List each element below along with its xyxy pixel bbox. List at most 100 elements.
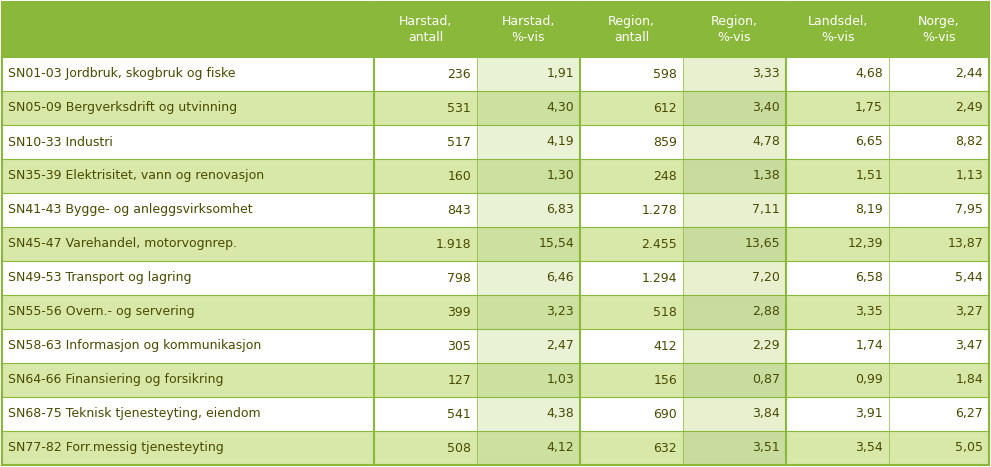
Bar: [683, 193, 786, 227]
Text: 612: 612: [653, 101, 677, 114]
Text: 13,65: 13,65: [744, 238, 780, 250]
Bar: [683, 397, 786, 431]
Text: 6,83: 6,83: [546, 204, 574, 217]
Text: 5,44: 5,44: [955, 271, 983, 284]
Text: 2,47: 2,47: [546, 340, 574, 353]
Bar: [786, 329, 889, 363]
Text: 1.294: 1.294: [641, 271, 677, 284]
Text: 160: 160: [447, 170, 471, 183]
Text: 0,87: 0,87: [752, 374, 780, 387]
Text: SN35-39 Elektrisitet, vann og renovasjon: SN35-39 Elektrisitet, vann og renovasjon: [8, 170, 265, 183]
Bar: [889, 227, 989, 261]
Text: 2,49: 2,49: [955, 101, 983, 114]
Bar: [786, 227, 889, 261]
Bar: [374, 431, 477, 465]
Bar: [683, 329, 786, 363]
Text: 598: 598: [653, 68, 677, 80]
Text: 3,51: 3,51: [752, 441, 780, 454]
Text: 1,75: 1,75: [855, 101, 883, 114]
Bar: [683, 125, 786, 159]
Bar: [889, 261, 989, 295]
Bar: [477, 261, 580, 295]
Bar: [683, 261, 786, 295]
Text: 518: 518: [653, 305, 677, 318]
Text: 2.455: 2.455: [641, 238, 677, 250]
Bar: [2, 295, 374, 329]
Text: 5,05: 5,05: [955, 441, 983, 454]
Text: 8,82: 8,82: [955, 135, 983, 149]
Text: 1,74: 1,74: [855, 340, 883, 353]
Text: 12,39: 12,39: [847, 238, 883, 250]
Bar: [786, 363, 889, 397]
Bar: [374, 397, 477, 431]
Bar: [786, 431, 889, 465]
Bar: [374, 261, 477, 295]
Text: 1,13: 1,13: [955, 170, 983, 183]
Text: 4,12: 4,12: [546, 441, 574, 454]
Text: 3,40: 3,40: [752, 101, 780, 114]
Text: 4,19: 4,19: [546, 135, 574, 149]
Text: Norge,
%-vis: Norge, %-vis: [919, 15, 960, 44]
Bar: [580, 363, 683, 397]
Text: 517: 517: [447, 135, 471, 149]
Bar: [2, 91, 374, 125]
Bar: [786, 295, 889, 329]
Text: 1,30: 1,30: [546, 170, 574, 183]
Bar: [477, 2, 580, 57]
Text: SN01-03 Jordbruk, skogbruk og fiske: SN01-03 Jordbruk, skogbruk og fiske: [8, 68, 236, 80]
Bar: [786, 193, 889, 227]
Bar: [2, 2, 374, 57]
Bar: [889, 295, 989, 329]
Text: 3,35: 3,35: [855, 305, 883, 318]
Bar: [580, 431, 683, 465]
Bar: [2, 431, 374, 465]
Text: 7,11: 7,11: [752, 204, 780, 217]
Bar: [683, 159, 786, 193]
Text: Harstad,
antall: Harstad, antall: [398, 15, 452, 44]
Bar: [477, 125, 580, 159]
Text: 399: 399: [447, 305, 471, 318]
Text: 798: 798: [447, 271, 471, 284]
Text: SN05-09 Bergverksdrift og utvinning: SN05-09 Bergverksdrift og utvinning: [8, 101, 237, 114]
Text: 7,95: 7,95: [955, 204, 983, 217]
Text: 3,91: 3,91: [855, 408, 883, 420]
Bar: [2, 261, 374, 295]
Text: Region,
%-vis: Region, %-vis: [711, 15, 758, 44]
Text: 13,87: 13,87: [947, 238, 983, 250]
Bar: [374, 329, 477, 363]
Bar: [889, 159, 989, 193]
Text: 248: 248: [653, 170, 677, 183]
Bar: [477, 295, 580, 329]
Text: 0,99: 0,99: [855, 374, 883, 387]
Bar: [889, 57, 989, 91]
Text: 305: 305: [447, 340, 471, 353]
Bar: [374, 125, 477, 159]
Text: 7,20: 7,20: [752, 271, 780, 284]
Bar: [889, 431, 989, 465]
Text: 1,91: 1,91: [546, 68, 574, 80]
Bar: [889, 125, 989, 159]
Bar: [786, 397, 889, 431]
Bar: [786, 125, 889, 159]
Bar: [580, 2, 683, 57]
Bar: [477, 57, 580, 91]
Bar: [374, 2, 477, 57]
Bar: [477, 159, 580, 193]
Text: 859: 859: [653, 135, 677, 149]
Text: 6,46: 6,46: [546, 271, 574, 284]
Text: 156: 156: [653, 374, 677, 387]
Bar: [374, 91, 477, 125]
Text: 541: 541: [447, 408, 471, 420]
Bar: [889, 2, 989, 57]
Bar: [580, 193, 683, 227]
Text: 6,27: 6,27: [955, 408, 983, 420]
Bar: [683, 363, 786, 397]
Bar: [889, 91, 989, 125]
Bar: [477, 363, 580, 397]
Bar: [477, 397, 580, 431]
Text: SN45-47 Varehandel, motorvognrep.: SN45-47 Varehandel, motorvognrep.: [8, 238, 237, 250]
Text: 15,54: 15,54: [538, 238, 574, 250]
Text: 3,23: 3,23: [546, 305, 574, 318]
Bar: [580, 295, 683, 329]
Text: SN41-43 Bygge- og anleggsvirksomhet: SN41-43 Bygge- og anleggsvirksomhet: [8, 204, 253, 217]
